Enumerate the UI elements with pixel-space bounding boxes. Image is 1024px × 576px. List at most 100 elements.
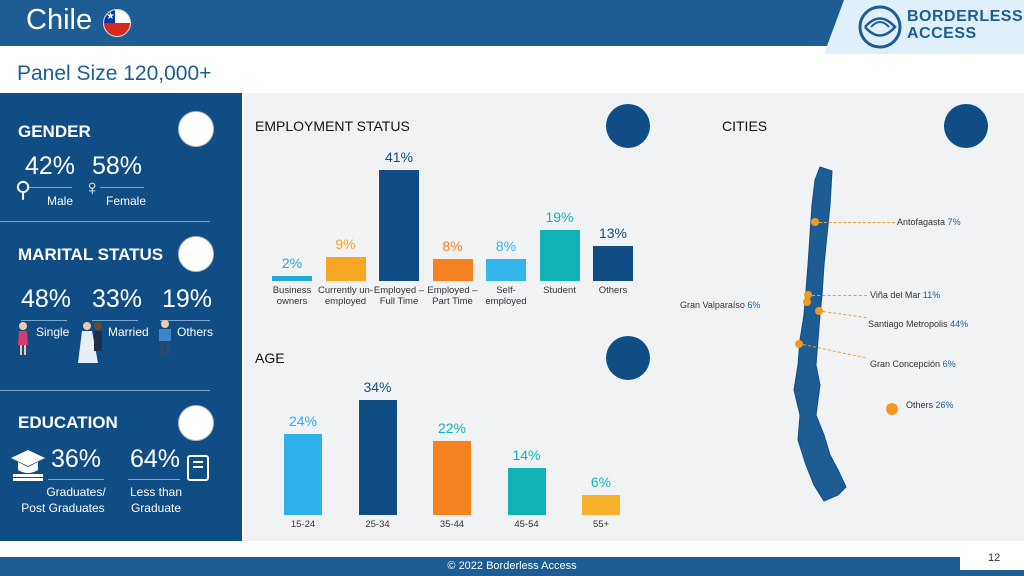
female-icon: ♀ bbox=[84, 175, 101, 200]
category-label: Business owners bbox=[272, 285, 312, 307]
single-person-icon bbox=[18, 322, 28, 355]
bar-3 bbox=[432, 259, 473, 281]
bar-value-label: 9% bbox=[335, 235, 356, 252]
cities-icon-circle bbox=[944, 104, 988, 148]
city-gran-concepcion: Gran Concepción 6% bbox=[870, 359, 956, 369]
married-pct: 33% bbox=[92, 285, 143, 313]
bar-4 bbox=[582, 494, 620, 515]
education-title: EDUCATION bbox=[18, 413, 118, 432]
bar-2 bbox=[379, 170, 419, 281]
education-placeholder-icon bbox=[178, 405, 214, 441]
bar-value-label: 19% bbox=[545, 208, 574, 225]
bar-value-label: 22% bbox=[437, 419, 467, 436]
vina-del-mar-marker bbox=[804, 291, 812, 299]
page-number-area: 12 bbox=[960, 550, 1024, 570]
single-pct: 48% bbox=[21, 285, 72, 313]
married-couple-icon bbox=[78, 322, 102, 363]
bar-value-label: 41% bbox=[384, 149, 414, 165]
divider bbox=[21, 320, 67, 321]
divider bbox=[48, 479, 104, 480]
others-marker bbox=[886, 403, 898, 415]
city-santiago: Santiago Metropolis 44% bbox=[868, 319, 969, 329]
marital-title: MARITAL STATUS bbox=[18, 245, 164, 264]
graduates-pct: 36% bbox=[51, 445, 102, 473]
category-label: 45-54 bbox=[514, 519, 539, 530]
logo-text: BORDERLESS ACCESS bbox=[907, 8, 1023, 42]
female-label: Female bbox=[106, 194, 147, 208]
bar-2 bbox=[433, 440, 471, 515]
category-label: Currently un-employed bbox=[318, 285, 373, 307]
bar-3 bbox=[507, 467, 546, 515]
bar-4 bbox=[486, 259, 526, 281]
marital-placeholder-icon bbox=[178, 236, 214, 272]
divider bbox=[92, 320, 138, 321]
category-label: 25-34 bbox=[365, 519, 390, 530]
leader-line bbox=[819, 222, 895, 223]
category-label: Others bbox=[598, 285, 628, 296]
bar-6 bbox=[593, 245, 633, 281]
graduates-label-2: Post Graduates bbox=[21, 501, 105, 515]
bar-1 bbox=[325, 256, 366, 281]
city-gran-valparaiso: Gran Valparaíso 6% bbox=[680, 300, 761, 310]
page-number: 12 bbox=[988, 552, 1001, 564]
single-label: Single bbox=[36, 325, 70, 339]
chile-map bbox=[793, 166, 847, 502]
bar-0 bbox=[272, 275, 312, 281]
bar-value-label: 8% bbox=[442, 238, 463, 255]
demographics-panel: GENDER 42% 58% ⚲ ♀ Male Female MARITAL S… bbox=[0, 93, 242, 541]
gender-placeholder-icon bbox=[178, 111, 214, 147]
bar-value-label: 13% bbox=[598, 224, 628, 241]
employment-chart-title: EMPLOYMENT STATUS bbox=[255, 118, 410, 134]
santiago-marker bbox=[815, 307, 823, 315]
category-label: Student bbox=[543, 285, 576, 296]
footer: © 2022 Borderless Access bbox=[0, 557, 1024, 576]
divider bbox=[100, 187, 144, 188]
employment-icon-circle bbox=[606, 104, 650, 148]
bar-value-label: 2% bbox=[281, 254, 303, 271]
less-than-graduate-label-2: Graduate bbox=[130, 501, 182, 515]
section-divider bbox=[0, 221, 210, 222]
category-label: 15-24 bbox=[290, 519, 316, 530]
copyright: © 2022 Borderless Access bbox=[447, 560, 577, 572]
logo-line-2: ACCESS bbox=[907, 25, 977, 42]
city-others: Others 26% bbox=[906, 400, 954, 410]
male-pct: 42% bbox=[25, 152, 76, 180]
borderless-logo-icon bbox=[858, 5, 902, 49]
gran-concepcion-marker bbox=[795, 340, 803, 348]
section-divider bbox=[0, 390, 210, 391]
others-label: Others bbox=[177, 325, 214, 339]
city-antofagasta: Antofagasta 7% bbox=[897, 217, 961, 227]
less-than-graduate-label-1: Less than bbox=[129, 485, 183, 499]
leader-line bbox=[812, 295, 867, 296]
bar-0 bbox=[284, 433, 322, 515]
category-label: Employed – Full Time bbox=[373, 285, 425, 307]
less-than-graduate-pct: 64% bbox=[130, 445, 181, 473]
bar-value-label: 8% bbox=[495, 238, 517, 255]
female-pct: 58% bbox=[92, 152, 143, 180]
logo-line-1: BORDERLESS bbox=[907, 8, 1024, 25]
gran-valparaiso-marker bbox=[803, 298, 811, 306]
bar-value-label: 6% bbox=[590, 473, 612, 490]
category-label: Employed – Part Time bbox=[427, 285, 478, 307]
others-pct: 19% bbox=[162, 285, 213, 313]
panel-size: Panel Size 120,000+ bbox=[17, 62, 212, 85]
category-label: 55+ bbox=[592, 519, 610, 530]
page-title: Chile bbox=[26, 4, 93, 36]
antofagasta-marker bbox=[811, 218, 819, 226]
divider bbox=[28, 187, 72, 188]
bar-value-label: 34% bbox=[363, 379, 392, 395]
divider bbox=[160, 320, 210, 321]
age-chart-title: AGE bbox=[255, 350, 285, 366]
male-icon: ⚲ bbox=[15, 177, 32, 202]
bar-value-label: 14% bbox=[512, 446, 541, 463]
logo-area bbox=[824, 0, 1024, 54]
category-label: 35-44 bbox=[439, 519, 465, 530]
category-label: Self-employed bbox=[485, 285, 527, 307]
others-person-icon bbox=[159, 320, 171, 355]
divider bbox=[128, 479, 180, 480]
age-icon-circle bbox=[606, 336, 650, 380]
gender-title: GENDER bbox=[18, 122, 91, 141]
married-label: Married bbox=[108, 325, 149, 339]
cities-title: CITIES bbox=[722, 118, 768, 134]
bar-value-label: 24% bbox=[288, 412, 318, 429]
